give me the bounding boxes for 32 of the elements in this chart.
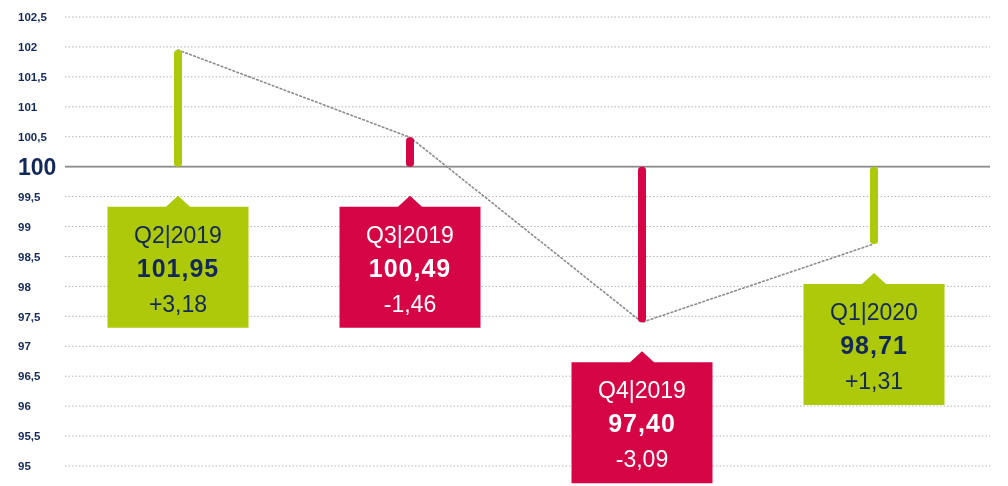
y-tick-label: 102,5	[18, 11, 48, 24]
annotation: 97,40	[608, 409, 676, 438]
y-tick-label: 100,5	[18, 130, 48, 143]
y-tick-label: 98	[18, 280, 32, 293]
bar	[870, 166, 878, 244]
annotation: 100,49	[368, 253, 452, 282]
x-tick-label: Q1|2020	[830, 298, 918, 325]
y-tick-label: 98,5	[18, 250, 41, 263]
annotation: -3,09	[615, 446, 669, 473]
x-tick-label: Q4|2019	[598, 377, 686, 404]
bar	[174, 49, 182, 167]
y-tick-label: 102	[18, 41, 38, 54]
y-tick-label: 97	[18, 340, 31, 353]
y-tick-label: 99,5	[18, 190, 41, 203]
annotation: +3,18	[148, 290, 208, 317]
ref-line-label: 100	[18, 153, 57, 180]
annotation: 101,95	[136, 253, 220, 282]
y-tick-label: 101,5	[18, 71, 48, 84]
y-tick-label: 95	[18, 460, 32, 473]
y-tick-label: 101	[18, 100, 38, 113]
bar	[638, 166, 646, 323]
annotation: -1,46	[383, 290, 437, 317]
y-tick-label: 96,5	[18, 370, 41, 383]
x-tick-label: Q2|2019	[134, 221, 222, 248]
y-tick-label: 95,5	[18, 430, 41, 443]
x-tick-label: Q3|2019	[366, 221, 454, 248]
bar	[406, 137, 414, 167]
y-tick-label: 97,5	[18, 310, 41, 323]
annotation: 98,71	[840, 330, 908, 359]
annotation: +1,31	[844, 367, 904, 394]
y-tick-label: 99	[18, 220, 31, 233]
y-tick-label: 96	[18, 400, 31, 413]
